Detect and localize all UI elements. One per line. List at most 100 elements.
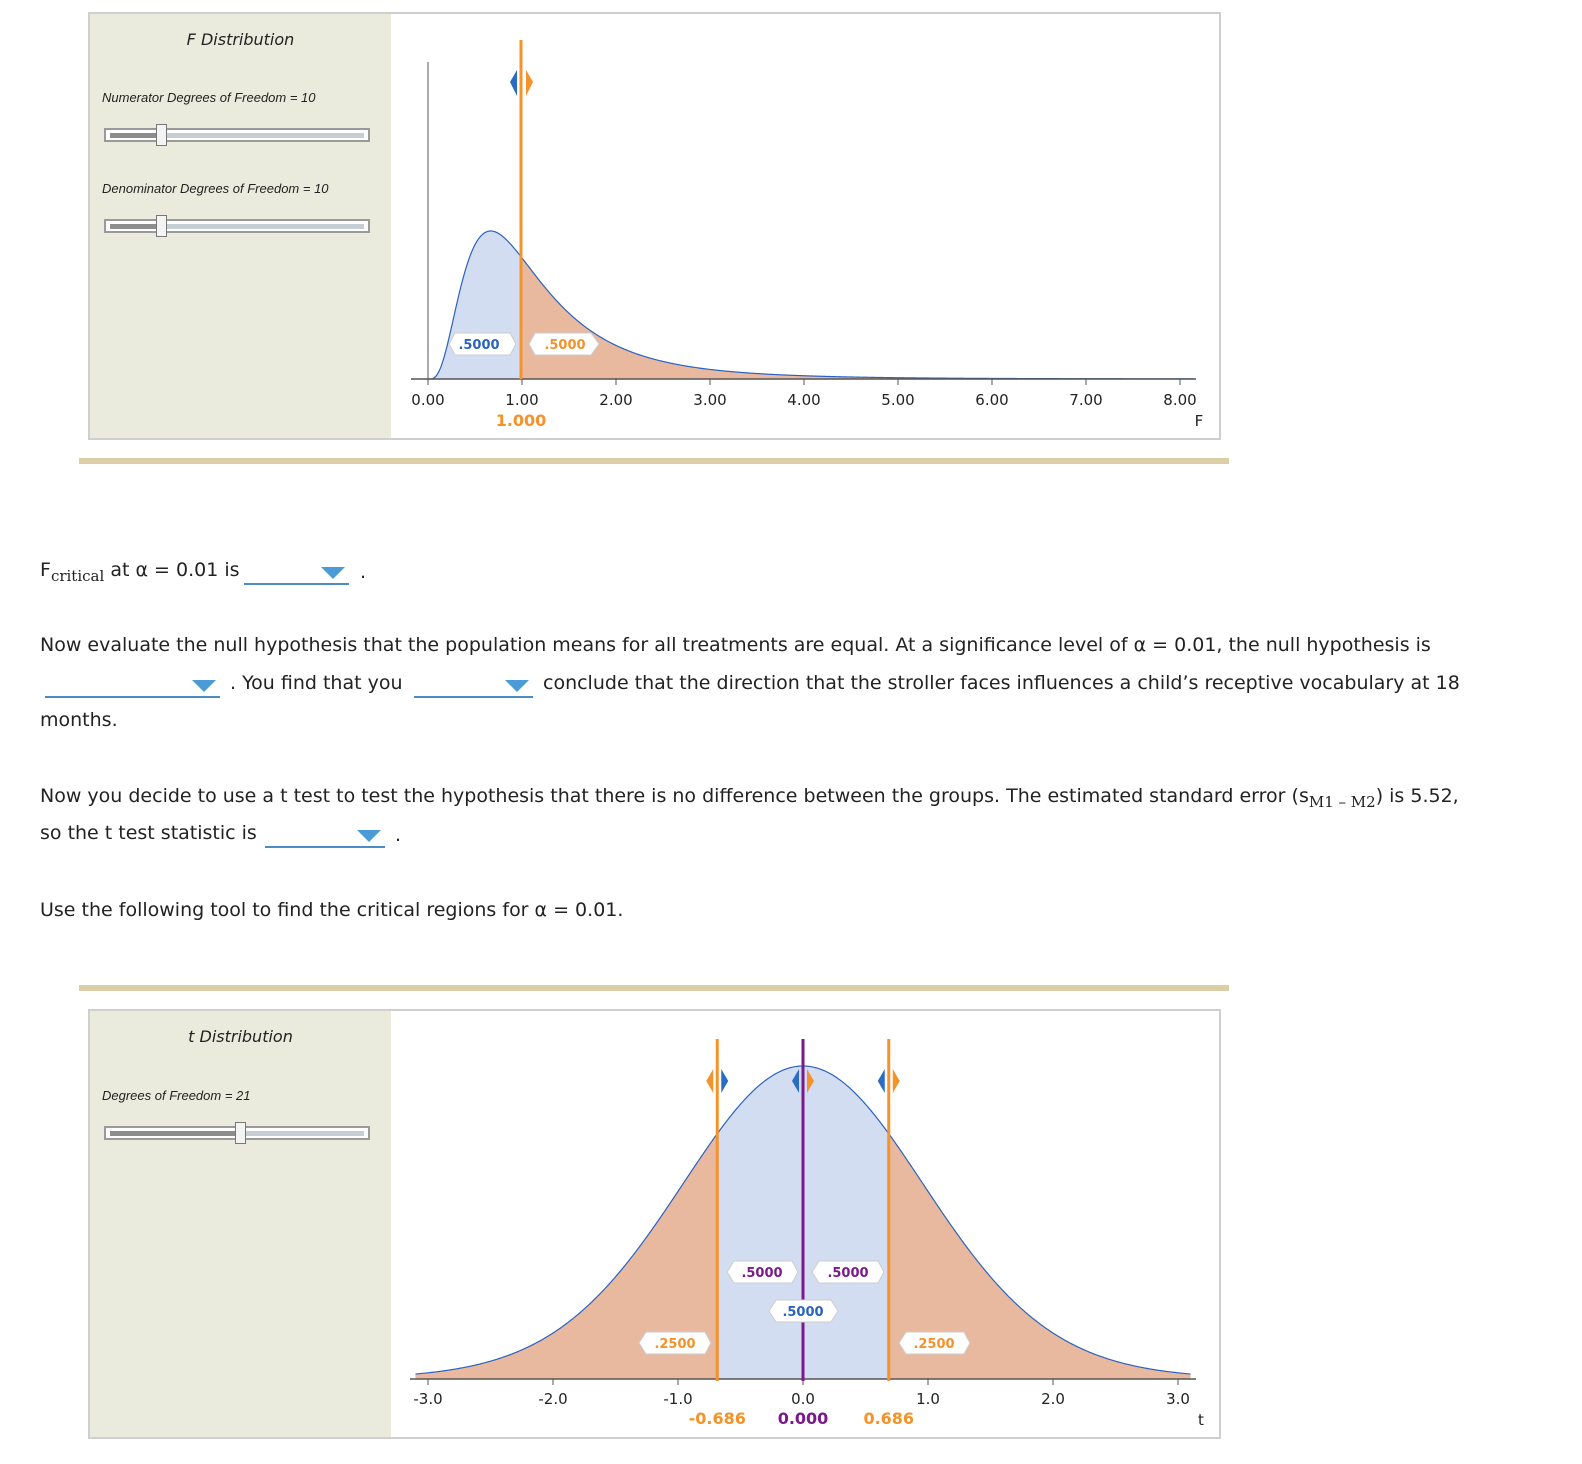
t-left-handle[interactable] <box>706 1069 729 1093</box>
slider-fill <box>110 1131 238 1136</box>
slider-fill <box>110 224 158 229</box>
x-tick-label: 2.00 <box>599 391 632 409</box>
section-divider <box>79 458 1229 464</box>
marker-handle-left-icon[interactable] <box>510 70 517 96</box>
marker-handle-left-icon[interactable] <box>877 1069 885 1093</box>
f-right-area-badge: .5000 <box>528 332 600 356</box>
chevron-down-icon <box>192 680 216 692</box>
slider-thumb[interactable] <box>156 215 167 237</box>
f-distribution-panel: F Distribution Numerator Degrees of Free… <box>88 12 1221 440</box>
t-center-left-badge: .5000 <box>726 1260 799 1284</box>
q1-period: . <box>360 561 367 583</box>
t-panel-title: t Distribution <box>188 1027 293 1046</box>
question-t-test-line1: Now you decide to use a t test to test t… <box>40 777 1459 821</box>
chevron-down-icon <box>357 830 381 842</box>
f-left-area-badge: .5000 <box>448 332 517 356</box>
f-critical-dropdown[interactable] <box>244 561 349 585</box>
slider-track <box>110 133 364 138</box>
x-tick-label: 8.00 <box>1163 391 1196 409</box>
t-test-text-a: Now you decide to use a t test to test t… <box>40 785 1309 807</box>
x-tick-label: 1.0 <box>916 1390 940 1408</box>
t-controls: t Distribution Degrees of Freedom = 21 <box>90 1011 391 1437</box>
t-center-marker-value: 0.000 <box>778 1409 829 1428</box>
x-tick-label: -2.0 <box>538 1390 567 1408</box>
x-tick-label: 3.0 <box>1166 1390 1190 1408</box>
f-left-area <box>428 231 522 379</box>
f-right-area <box>522 257 1195 379</box>
question-tool-instructions: Use the following tool to find the criti… <box>40 899 624 921</box>
t-middle-area-value: .5000 <box>782 1305 823 1320</box>
t-right-tail-area <box>888 1133 1191 1379</box>
x-tick-label: -1.0 <box>663 1390 692 1408</box>
marker-handle-right-icon[interactable] <box>526 70 533 96</box>
numerator-df-label: Numerator Degrees of Freedom = 10 <box>102 90 316 105</box>
chevron-down-icon <box>321 567 345 579</box>
denominator-df-label: Denominator Degrees of Freedom = 10 <box>102 181 329 196</box>
marker-handle-left-icon[interactable] <box>706 1069 714 1093</box>
t-statistic-dropdown[interactable] <box>265 824 385 848</box>
question-t-test-line2: so the t test statistic is <box>40 822 257 844</box>
x-tick-label: 6.00 <box>975 391 1008 409</box>
slider-thumb[interactable] <box>235 1122 246 1144</box>
t-distribution-plot: -3.0 -2.0 -1.0 0.0 1.0 2.0 3.0 t -0.686 0.000 … <box>410 1039 1204 1429</box>
t-df-slider[interactable] <box>104 1122 370 1144</box>
f-left-area-value: .5000 <box>458 338 499 353</box>
chevron-down-icon <box>505 680 529 692</box>
t-center-left-area-value: .5000 <box>741 1266 782 1281</box>
x-tick-label: 5.00 <box>881 391 914 409</box>
t-center-right-area-value: .5000 <box>827 1266 868 1281</box>
t-right-handle[interactable] <box>877 1069 900 1093</box>
x-tick-label: 7.00 <box>1069 391 1102 409</box>
section-divider <box>79 985 1229 991</box>
x-tick-label: 1.00 <box>505 391 538 409</box>
numerator-df-slider[interactable] <box>104 124 370 146</box>
standard-error-subscript: M1 – M2 <box>1308 792 1376 811</box>
t-left-tail-area-value: .2500 <box>654 1337 695 1352</box>
null-hypothesis-dropdown[interactable] <box>45 674 220 698</box>
marker-handle-right-icon[interactable] <box>892 1069 900 1093</box>
question-null-hypothesis-mid1: . You find that you <box>230 672 403 694</box>
slider-track <box>110 224 364 229</box>
t-distribution-panel: t Distribution Degrees of Freedom = 21 -… <box>88 1009 1221 1439</box>
x-axis-ticks: 0.00 1.00 2.00 3.00 4.00 5.00 6.00 7.00 8.00 <box>411 379 1197 409</box>
question-null-hypothesis-mid2: conclude that the direction that the str… <box>543 672 1460 694</box>
t-df-label: Degrees of Freedom = 21 <box>102 1088 251 1103</box>
t-center-handle[interactable] <box>792 1069 814 1093</box>
t-left-marker-value: -0.686 <box>689 1409 746 1428</box>
x-tick-label: 2.0 <box>1041 1390 1065 1408</box>
x-tick-label: 0.00 <box>411 391 444 409</box>
question-null-hypothesis-line1: Now evaluate the null hypothesis that th… <box>40 634 1431 656</box>
f-panel-title: F Distribution <box>186 30 295 49</box>
t-left-tail-badge: .2500 <box>638 1331 712 1355</box>
x-axis-ticks: -3.0 -2.0 -1.0 0.0 1.0 2.0 3.0 <box>413 1379 1190 1408</box>
t-right-tail-area-value: .2500 <box>913 1337 954 1352</box>
slider-fill <box>110 133 158 138</box>
f-distribution-plot: 0.00 1.00 2.00 3.00 4.00 5.00 6.00 7.00 8.00 F 1… <box>411 40 1204 430</box>
x-tick-label: -3.0 <box>413 1390 442 1408</box>
x-tick-label: 0.0 <box>791 1390 815 1408</box>
f-marker-value: 1.000 <box>496 411 547 430</box>
f-right-area-value: .5000 <box>544 338 585 353</box>
marker-handle-right-icon[interactable] <box>721 1069 729 1093</box>
x-tick-label: 4.00 <box>787 391 820 409</box>
t-center-right-badge: .5000 <box>811 1260 885 1284</box>
x-tick-label: 3.00 <box>693 391 726 409</box>
question-f-critical: Fcritical at α = 0.01 is <box>40 551 240 595</box>
t-axis-variable: t <box>1198 1411 1204 1429</box>
f-controls: F Distribution Numerator Degrees of Free… <box>90 14 391 438</box>
marker-handle-right-icon[interactable] <box>807 1069 814 1093</box>
t-right-marker-value: 0.686 <box>863 1409 914 1428</box>
t-left-tail-area <box>415 1133 718 1379</box>
denominator-df-slider[interactable] <box>104 215 370 237</box>
t-right-tail-badge: .2500 <box>898 1331 971 1355</box>
t-middle-area-badge: .5000 <box>768 1299 839 1323</box>
f-axis-variable: F <box>1195 412 1204 430</box>
f-critical-text: at α = 0.01 is <box>110 559 240 581</box>
slider-thumb[interactable] <box>156 124 167 146</box>
question-null-hypothesis-line3: months. <box>40 709 118 731</box>
conclusion-dropdown[interactable] <box>414 674 533 698</box>
q3-period: . <box>395 824 402 846</box>
critical-subscript: critical <box>50 566 105 585</box>
marker-handle-left-icon[interactable] <box>792 1069 799 1093</box>
t-test-text-b: ) is 5.52, <box>1375 785 1459 807</box>
